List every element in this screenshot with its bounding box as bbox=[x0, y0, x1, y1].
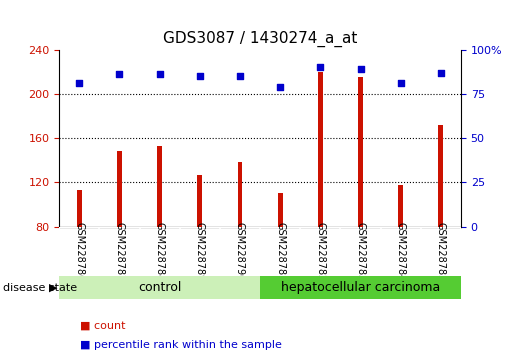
Point bbox=[397, 80, 405, 86]
Bar bbox=[117, 152, 122, 227]
Point bbox=[115, 72, 124, 77]
Bar bbox=[237, 162, 243, 227]
Point bbox=[236, 73, 244, 79]
Text: hepatocellular carcinoma: hepatocellular carcinoma bbox=[281, 281, 440, 294]
Text: GSM228790: GSM228790 bbox=[235, 222, 245, 281]
Text: GSM228787: GSM228787 bbox=[114, 222, 125, 281]
Bar bbox=[398, 184, 403, 227]
Text: GSM228783: GSM228783 bbox=[355, 222, 366, 281]
Point bbox=[316, 64, 324, 70]
Text: disease state: disease state bbox=[3, 282, 77, 293]
Text: GSM228782: GSM228782 bbox=[315, 222, 325, 281]
Point bbox=[196, 73, 204, 79]
Bar bbox=[438, 125, 443, 227]
Text: ■ count: ■ count bbox=[80, 321, 125, 331]
Text: GSM228781: GSM228781 bbox=[275, 222, 285, 281]
Bar bbox=[197, 175, 202, 227]
Point bbox=[356, 66, 365, 72]
Text: ▶: ▶ bbox=[49, 282, 58, 293]
Text: ■ percentile rank within the sample: ■ percentile rank within the sample bbox=[80, 340, 282, 350]
Bar bbox=[157, 146, 162, 227]
Bar bbox=[77, 190, 82, 227]
Bar bbox=[260, 276, 461, 299]
Text: GSM228785: GSM228785 bbox=[436, 222, 446, 281]
Bar bbox=[318, 72, 323, 227]
Point bbox=[156, 72, 164, 77]
Text: control: control bbox=[138, 281, 181, 294]
Text: GSM228784: GSM228784 bbox=[396, 222, 406, 281]
Bar bbox=[278, 193, 283, 227]
Bar bbox=[59, 276, 260, 299]
Point bbox=[276, 84, 284, 90]
Point bbox=[437, 70, 445, 75]
Point bbox=[75, 80, 83, 86]
Text: GSM228789: GSM228789 bbox=[195, 222, 205, 281]
Title: GDS3087 / 1430274_a_at: GDS3087 / 1430274_a_at bbox=[163, 30, 357, 47]
Bar bbox=[358, 77, 363, 227]
Text: GSM228788: GSM228788 bbox=[154, 222, 165, 281]
Text: GSM228786: GSM228786 bbox=[74, 222, 84, 281]
